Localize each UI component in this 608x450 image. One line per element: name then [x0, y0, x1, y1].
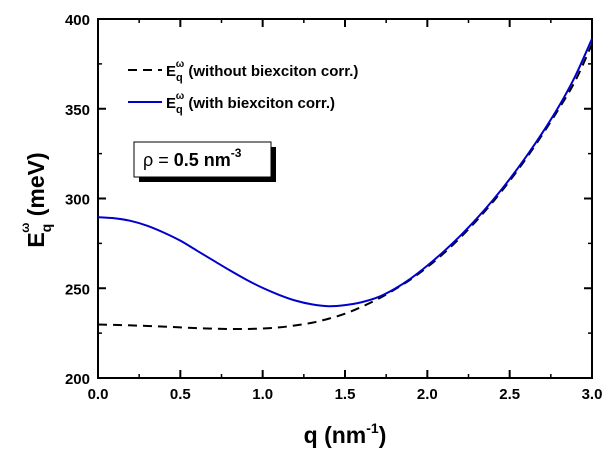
legend: Eqω (without biexciton corr.) Eqω (with … [128, 59, 358, 116]
density-annotation: ρ = 0.5 nm-3 [133, 141, 276, 182]
legend-entry-with-corr: Eqω (with biexciton corr.) [128, 91, 335, 116]
annotation-box [133, 141, 272, 178]
x-tick-label: 1.0 [252, 386, 273, 403]
y-tick-label: 250 [65, 281, 90, 298]
series-line-with-corr [97, 38, 593, 308]
y-axis-title: Eqω (meV) [18, 152, 54, 247]
legend-label-with-corr: Eqω (with biexciton corr.) [166, 91, 335, 116]
x-tick-label: 0.0 [88, 386, 109, 403]
x-tick-label: 2.5 [499, 386, 520, 403]
x-axis-ticks: 0.0 0.5 1.0 1.5 2.0 2.5 3.0 [88, 19, 603, 403]
y-tick-label: 200 [65, 371, 90, 388]
y-tick-label: 350 [65, 102, 90, 119]
series-layer [97, 38, 593, 331]
y-tick-label: 400 [65, 12, 90, 29]
legend-entry-without-corr: Eqω (without biexciton corr.) [128, 59, 358, 84]
y-axis-ticks: 200 250 300 350 400 [65, 12, 592, 388]
y-tick-label: 300 [65, 192, 90, 209]
x-tick-label: 1.5 [335, 386, 356, 403]
legend-label-without-corr: Eqω (without biexciton corr.) [166, 59, 358, 84]
x-tick-label: 2.0 [417, 386, 438, 403]
x-tick-label: 3.0 [582, 386, 603, 403]
annotation-text: ρ = 0.5 nm-3 [143, 146, 242, 170]
series-line-without-corr [97, 43, 593, 331]
x-axis-title: q (nm-1) [304, 420, 387, 448]
x-tick-label: 0.5 [170, 386, 191, 403]
